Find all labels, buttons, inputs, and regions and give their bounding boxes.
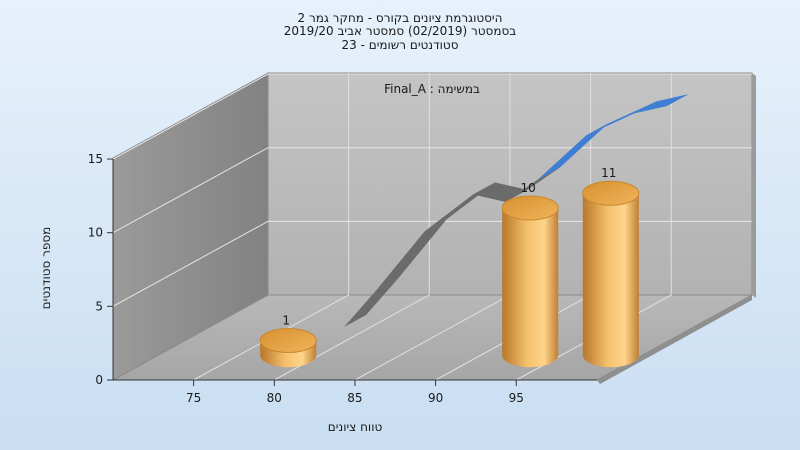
chart-subtitle: בסמסטר (02/2019) סמסטר אביב 2019/20 [283,24,517,38]
histogram-bar: 11 [582,166,640,368]
bar-body [582,193,639,368]
chart-title: היסטוגרמת ציונים בקורס - מחקר גמר 2 [297,11,503,25]
x-axis-title: טווח ציונים [328,420,383,434]
distribution-curve [344,94,689,328]
y-axis: 0 5 10 15 [88,152,114,387]
histogram-bar: 1 [259,314,317,368]
x-axis: 75 80 85 90 95 [113,379,597,405]
histogram-bar: 10 [501,181,559,368]
bar-top [259,328,317,354]
curve-segment [376,219,447,291]
x-tick-label: 75 [186,391,201,405]
bar-value-label: 11 [601,166,616,180]
y-tick-label: 10 [88,226,103,240]
grid-line-x [193,73,350,381]
bar-value-label: 1 [282,314,290,328]
x-tick-label: 85 [347,391,362,405]
back-wall-edge [752,73,756,298]
grid-line-x [274,73,430,381]
bar-top [582,180,640,206]
curve-segment [537,123,608,180]
y-tick-label: 15 [88,152,103,166]
y-tick-label: 0 [95,373,103,387]
bar-value-label: 10 [521,181,536,195]
x-tick-label: 95 [509,391,524,405]
curve-segment [586,101,657,136]
x-tick-label: 80 [267,391,282,405]
curve-segment [505,167,560,202]
histogram-bars: 1 10 11 [259,166,640,368]
floor-edge [597,295,752,384]
curve-segment [634,94,689,114]
y-axis-title: מספר סטודנטים [39,227,53,310]
bar-body [502,207,559,368]
curve-segment [344,278,399,328]
y-tick-label: 5 [95,299,103,313]
x-tick-label: 90 [428,391,443,405]
bar-top [501,195,559,221]
annotation-label: במשימה : Final_A [384,82,480,96]
grid-line-x [516,73,672,381]
chart-enrolled-count: סטודנטים רשומים - 23 [341,38,459,52]
